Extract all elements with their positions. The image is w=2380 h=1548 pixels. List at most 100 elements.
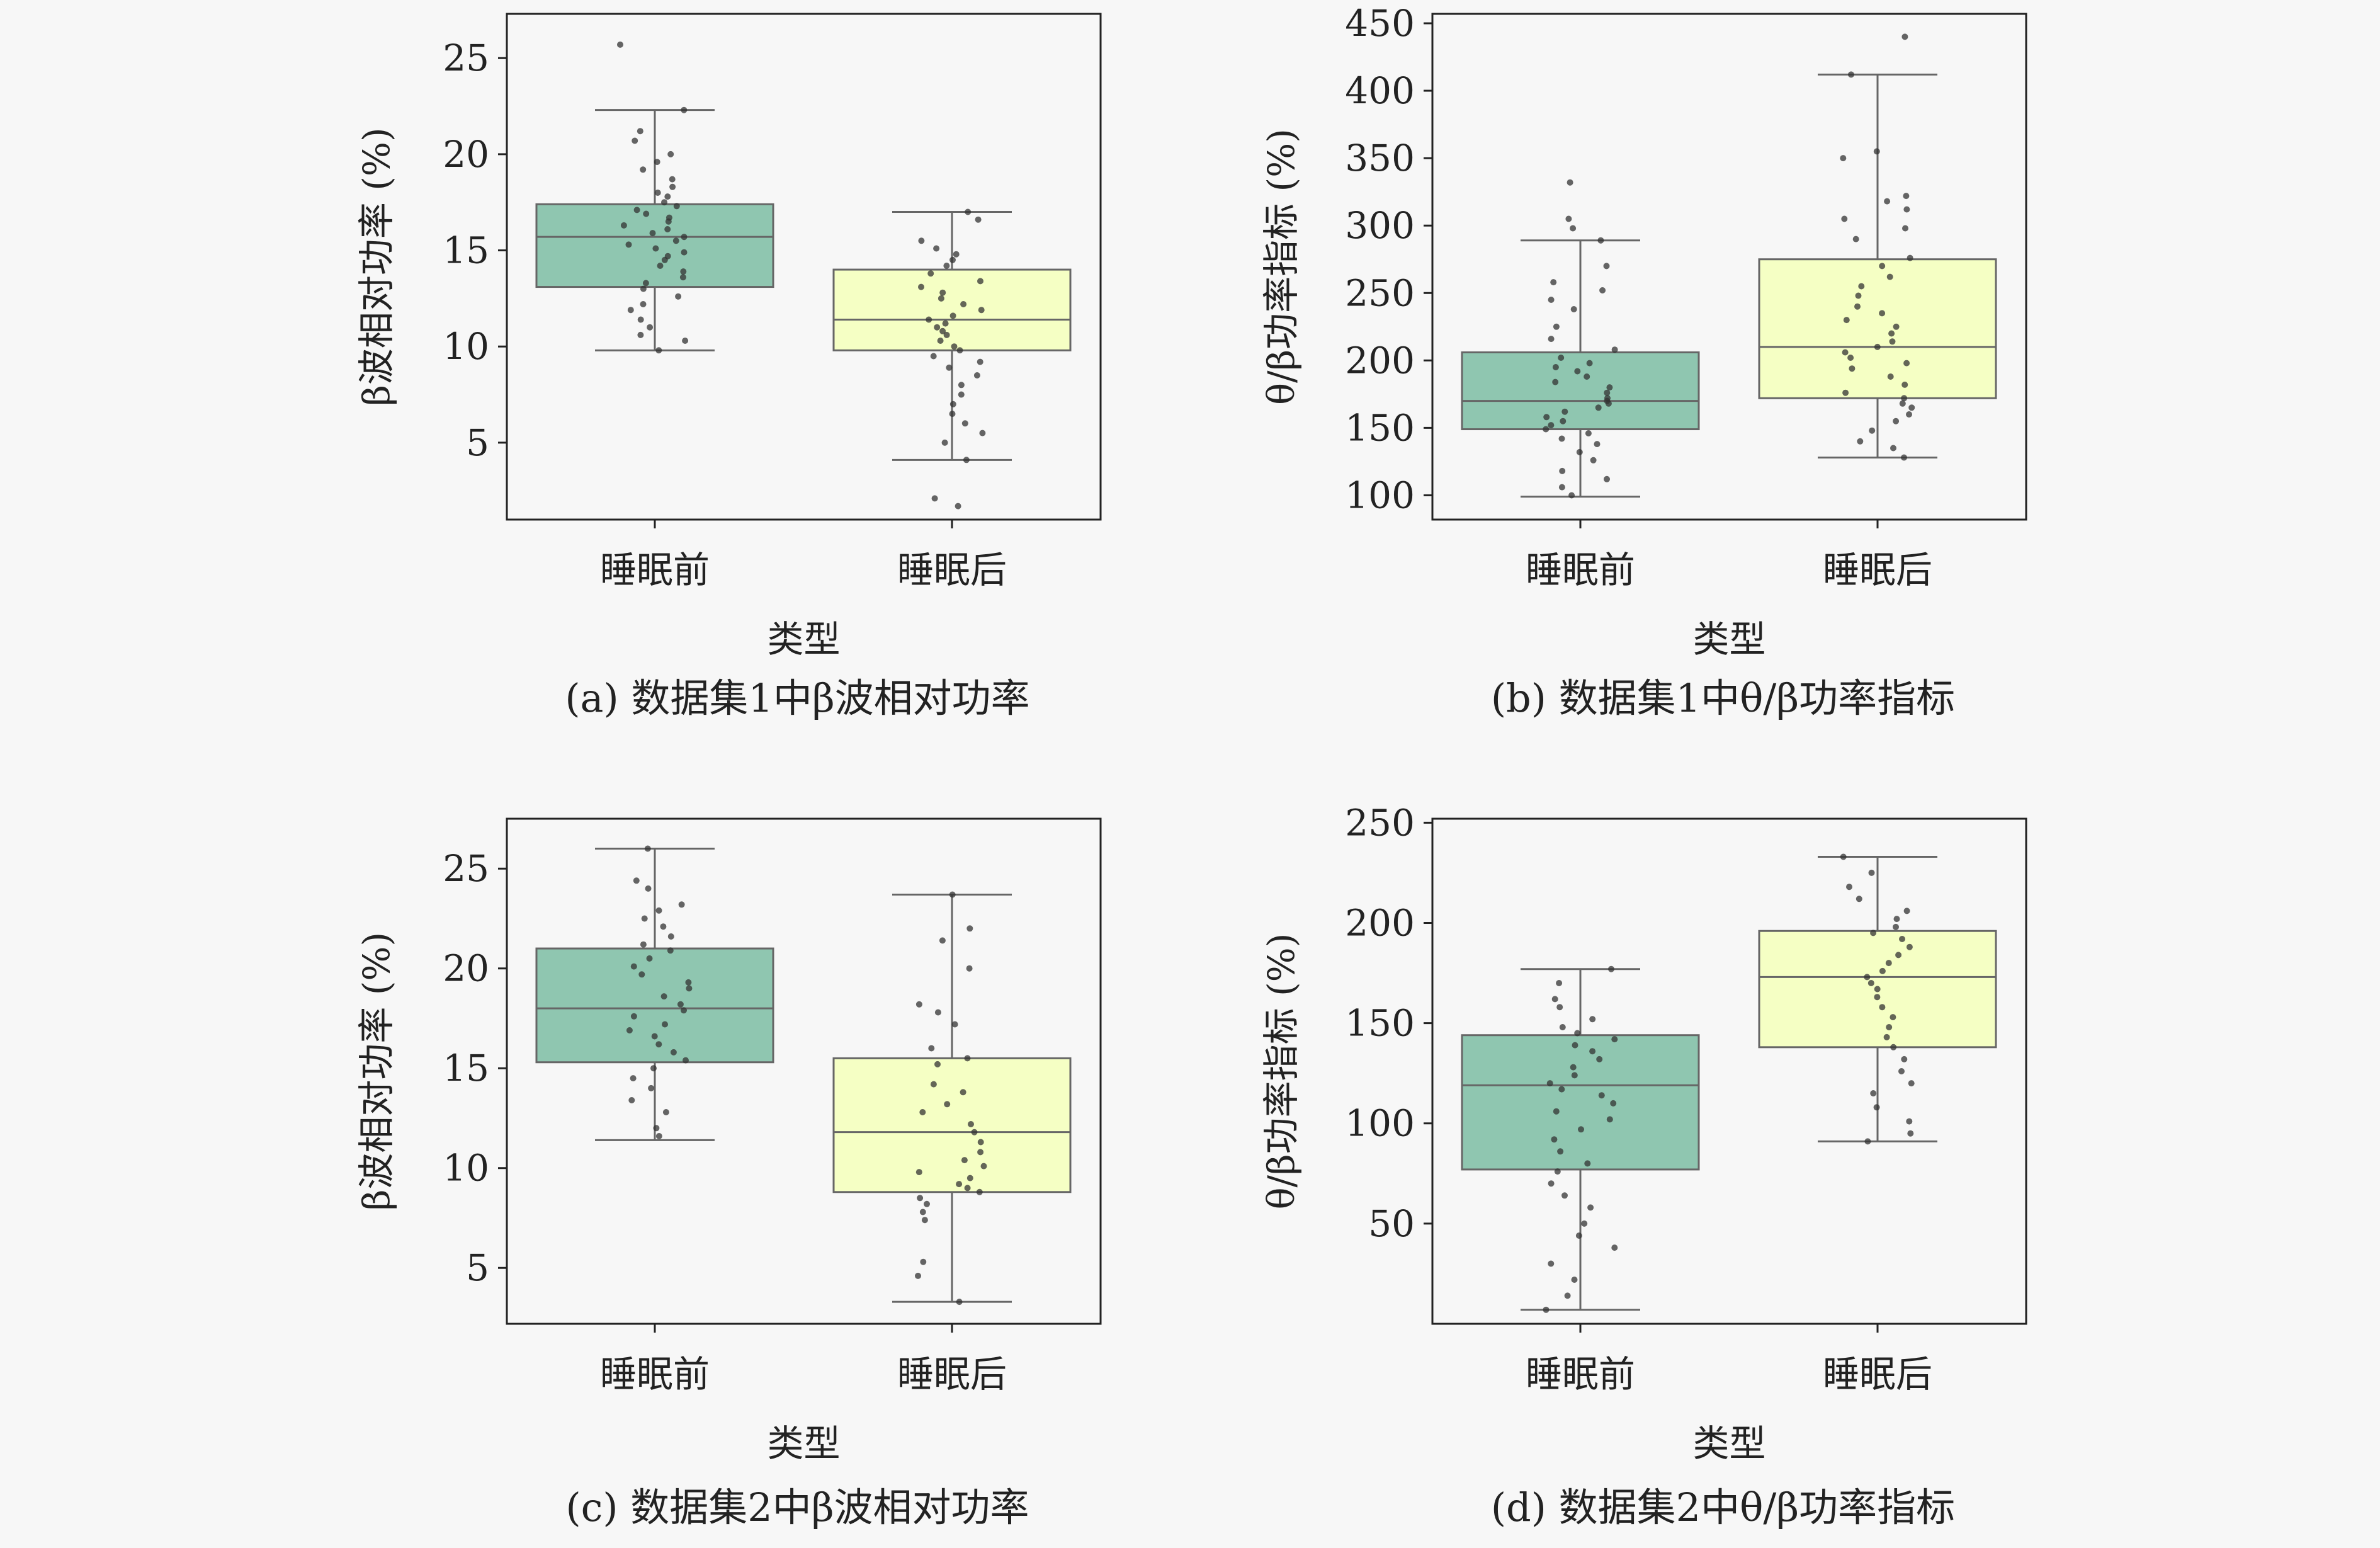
data-point bbox=[1857, 438, 1864, 445]
x-tick-label: 睡眠后 bbox=[897, 549, 1007, 591]
data-point bbox=[630, 963, 637, 970]
data-point bbox=[1606, 384, 1613, 391]
data-point bbox=[1584, 1160, 1591, 1167]
data-point bbox=[919, 1209, 926, 1215]
box-plot bbox=[1461, 179, 1700, 499]
data-point bbox=[1903, 908, 1910, 914]
iqr-box bbox=[832, 1057, 1072, 1193]
data-point bbox=[976, 1188, 983, 1195]
data-point bbox=[1576, 448, 1583, 455]
data-point bbox=[667, 933, 674, 940]
data-point bbox=[1543, 426, 1550, 433]
data-point bbox=[657, 263, 664, 269]
data-point bbox=[1864, 1138, 1871, 1145]
data-point bbox=[1610, 1100, 1617, 1107]
data-point bbox=[628, 1097, 635, 1103]
data-point bbox=[1578, 1126, 1584, 1133]
data-point bbox=[1890, 445, 1896, 452]
data-point bbox=[638, 971, 645, 978]
data-point bbox=[1849, 365, 1856, 372]
data-point bbox=[670, 1049, 677, 1056]
box-plot bbox=[535, 41, 774, 354]
data-point bbox=[643, 210, 650, 217]
box-plot bbox=[1461, 965, 1700, 1313]
data-point bbox=[646, 955, 653, 962]
data-point bbox=[1559, 1024, 1566, 1030]
data-point bbox=[648, 1084, 655, 1091]
data-point bbox=[667, 947, 674, 954]
data-point bbox=[1548, 297, 1555, 303]
box-plot bbox=[832, 891, 1072, 1306]
data-point bbox=[1571, 1072, 1578, 1079]
data-point bbox=[1570, 306, 1577, 312]
data-point bbox=[934, 1061, 941, 1067]
data-point bbox=[1870, 930, 1877, 936]
data-point bbox=[958, 382, 965, 389]
data-point bbox=[1603, 263, 1610, 270]
data-point bbox=[1586, 360, 1593, 367]
data-point bbox=[640, 166, 647, 173]
data-point bbox=[1899, 936, 1905, 942]
data-point bbox=[1885, 960, 1892, 967]
iqr-box bbox=[535, 947, 774, 1064]
data-point bbox=[1907, 254, 1913, 261]
data-point bbox=[682, 338, 689, 344]
data-point bbox=[1561, 408, 1568, 415]
data-point bbox=[665, 218, 672, 225]
data-point bbox=[1551, 1136, 1558, 1143]
data-point bbox=[943, 331, 950, 338]
data-point bbox=[669, 183, 676, 190]
data-point bbox=[915, 1001, 922, 1008]
data-point bbox=[951, 1021, 958, 1028]
data-point bbox=[966, 965, 973, 972]
data-point bbox=[662, 1109, 669, 1115]
y-tick-label: 250 bbox=[1345, 801, 1415, 844]
data-point bbox=[1889, 338, 1896, 345]
data-point bbox=[677, 1001, 684, 1008]
data-point bbox=[1548, 336, 1555, 343]
data-point bbox=[1556, 1004, 1563, 1011]
data-point bbox=[956, 1299, 963, 1306]
data-point bbox=[924, 1200, 930, 1207]
data-point bbox=[1589, 1016, 1596, 1023]
data-point bbox=[978, 307, 985, 314]
data-point bbox=[971, 1129, 978, 1135]
data-point bbox=[955, 503, 961, 509]
data-point bbox=[1552, 378, 1559, 385]
data-point bbox=[1906, 943, 1913, 950]
data-point bbox=[617, 41, 623, 48]
data-point bbox=[649, 230, 656, 237]
data-point bbox=[1553, 323, 1560, 330]
data-point bbox=[975, 216, 982, 223]
y-tick-label: 5 bbox=[466, 421, 489, 464]
data-point bbox=[650, 1065, 657, 1072]
data-point bbox=[966, 925, 973, 932]
data-point bbox=[1564, 1292, 1571, 1299]
data-point bbox=[1574, 1030, 1581, 1037]
data-point bbox=[928, 1045, 935, 1052]
data-point bbox=[680, 268, 687, 275]
data-point bbox=[1604, 475, 1610, 482]
data-point bbox=[926, 316, 932, 323]
data-point bbox=[1585, 430, 1592, 436]
data-point bbox=[938, 295, 944, 302]
data-point bbox=[640, 285, 647, 292]
data-point bbox=[944, 1101, 951, 1108]
data-point bbox=[626, 1027, 633, 1033]
data-point bbox=[963, 457, 970, 464]
y-tick-label: 20 bbox=[443, 947, 489, 990]
data-point bbox=[681, 106, 688, 113]
data-point bbox=[939, 289, 946, 296]
data-point bbox=[1543, 1306, 1550, 1313]
data-point bbox=[1611, 1244, 1618, 1251]
y-tick-label: 300 bbox=[1345, 204, 1415, 247]
data-point bbox=[1557, 1148, 1564, 1155]
data-point bbox=[1571, 1277, 1578, 1283]
data-point bbox=[1879, 310, 1886, 317]
data-point bbox=[1587, 1204, 1594, 1211]
data-point bbox=[683, 1057, 689, 1064]
